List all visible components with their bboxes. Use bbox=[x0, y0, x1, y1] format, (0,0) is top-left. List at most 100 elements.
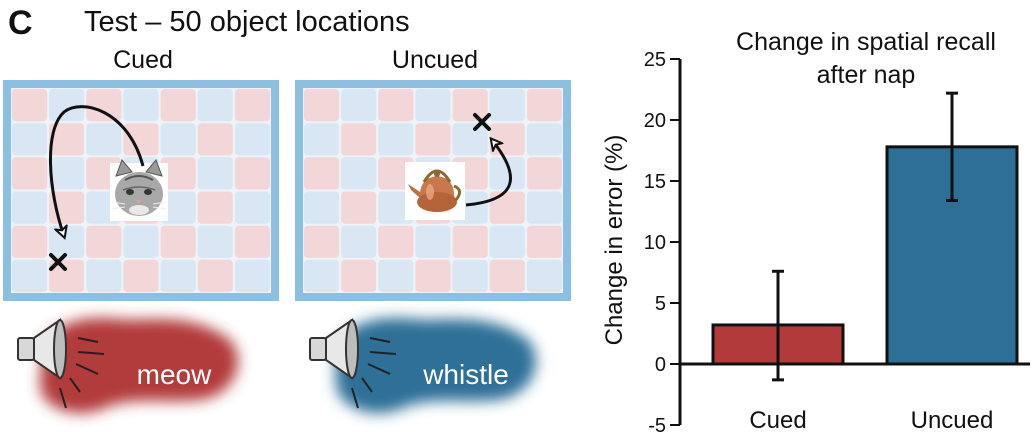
cued-sound-cloud bbox=[40, 318, 239, 414]
grid-tile bbox=[489, 89, 525, 122]
uncued-recall-path bbox=[465, 140, 513, 207]
grid-tile bbox=[197, 191, 233, 224]
grid-tile bbox=[489, 259, 525, 292]
grid-tile bbox=[123, 89, 159, 122]
grid-tile bbox=[234, 225, 270, 258]
grid-tile bbox=[12, 123, 48, 156]
grid-tile bbox=[160, 123, 196, 156]
grid-tile bbox=[49, 123, 85, 156]
uncued-sound-word: whistle bbox=[422, 359, 509, 390]
cued-target-x-icon bbox=[49, 253, 67, 271]
grid-tile bbox=[304, 157, 340, 190]
grid-tile bbox=[341, 89, 377, 122]
grid-tile bbox=[197, 123, 233, 156]
grid-tile bbox=[378, 123, 414, 156]
grid-tile bbox=[526, 191, 562, 224]
grid-tile bbox=[304, 89, 340, 122]
grid-tile bbox=[86, 123, 122, 156]
grid-tile bbox=[86, 259, 122, 292]
grid-tile bbox=[378, 259, 414, 292]
grid-tile bbox=[304, 259, 340, 292]
grid-tile bbox=[12, 225, 48, 258]
grid-tile bbox=[341, 259, 377, 292]
grid-tile bbox=[452, 259, 488, 292]
uncued-target-x-icon bbox=[473, 113, 491, 131]
grid-tile bbox=[489, 225, 525, 258]
y-tick-label: 5 bbox=[655, 293, 666, 315]
grid-tile bbox=[452, 89, 488, 122]
grid-tile bbox=[452, 123, 488, 156]
grid-tile bbox=[123, 259, 159, 292]
grid-tile bbox=[378, 157, 414, 190]
cued-grid-label: Cued bbox=[113, 46, 173, 74]
chart-title-line-2: after nap bbox=[817, 61, 916, 89]
grid-tile bbox=[160, 89, 196, 122]
x-category-label: Uncued bbox=[911, 407, 994, 434]
grid-tile bbox=[304, 123, 340, 156]
y-tick-label: 20 bbox=[644, 110, 666, 132]
grid-tile bbox=[341, 123, 377, 156]
grid-tile bbox=[526, 123, 562, 156]
grid-tile bbox=[234, 123, 270, 156]
grid-tile bbox=[12, 157, 48, 190]
grid-tile bbox=[49, 259, 85, 292]
grid-tile bbox=[378, 191, 414, 224]
y-tick-label: -5 bbox=[648, 415, 666, 437]
grid-tile bbox=[452, 225, 488, 258]
grid-tile bbox=[49, 157, 85, 190]
y-tick-label: 10 bbox=[644, 232, 666, 254]
grid-tile bbox=[160, 157, 196, 190]
grid-tile bbox=[234, 191, 270, 224]
grid-tile bbox=[489, 191, 525, 224]
grid-tile bbox=[415, 89, 451, 122]
grid-tile bbox=[234, 89, 270, 122]
grid-tile bbox=[415, 123, 451, 156]
grid-tile bbox=[12, 89, 48, 122]
grid-tile bbox=[526, 157, 562, 190]
cat-image bbox=[110, 159, 168, 221]
cued-speaker-icon bbox=[17, 318, 105, 409]
grid-tile bbox=[304, 191, 340, 224]
uncued-speaker-icon bbox=[309, 318, 397, 409]
grid-tile bbox=[197, 259, 233, 292]
grid-tile bbox=[86, 89, 122, 122]
grid-tile bbox=[304, 225, 340, 258]
grid-tile bbox=[123, 123, 159, 156]
grid-tile bbox=[197, 157, 233, 190]
grid-tile bbox=[378, 225, 414, 258]
grid-tile bbox=[415, 259, 451, 292]
y-axis-label: Change in error (%) bbox=[601, 135, 628, 346]
grid-tile bbox=[234, 259, 270, 292]
kettle-image bbox=[405, 162, 465, 220]
cued-recall-path bbox=[49, 105, 145, 236]
bar-uncued bbox=[885, 145, 1019, 366]
chart-title-line-1: Change in spatial recall bbox=[736, 28, 996, 56]
grid-tile bbox=[415, 225, 451, 258]
grid-tile bbox=[197, 225, 233, 258]
grid-tile bbox=[378, 89, 414, 122]
grid-tile bbox=[160, 225, 196, 258]
x-category-label: Cued bbox=[749, 407, 806, 434]
grid-tile bbox=[526, 259, 562, 292]
grid-tile bbox=[160, 259, 196, 292]
y-tick-label: 0 bbox=[655, 354, 666, 376]
grid-tile bbox=[489, 157, 525, 190]
uncued-grid-label: Uncued bbox=[391, 46, 479, 74]
grid-tile bbox=[49, 89, 85, 122]
grid-tile bbox=[160, 191, 196, 224]
grid-tile bbox=[123, 225, 159, 258]
grid-tile bbox=[341, 157, 377, 190]
grid-tile bbox=[341, 225, 377, 258]
grid-tile bbox=[234, 157, 270, 190]
y-tick-label: 25 bbox=[644, 49, 666, 71]
panel-title: Test – 50 object locations bbox=[84, 6, 410, 38]
cued-sound-word: meow bbox=[137, 359, 212, 390]
grid-tile bbox=[197, 89, 233, 122]
y-tick-label: 15 bbox=[644, 171, 666, 193]
grid-tile bbox=[526, 225, 562, 258]
grid-tile bbox=[86, 225, 122, 258]
grid-tile bbox=[12, 191, 48, 224]
grid-tile bbox=[526, 89, 562, 122]
